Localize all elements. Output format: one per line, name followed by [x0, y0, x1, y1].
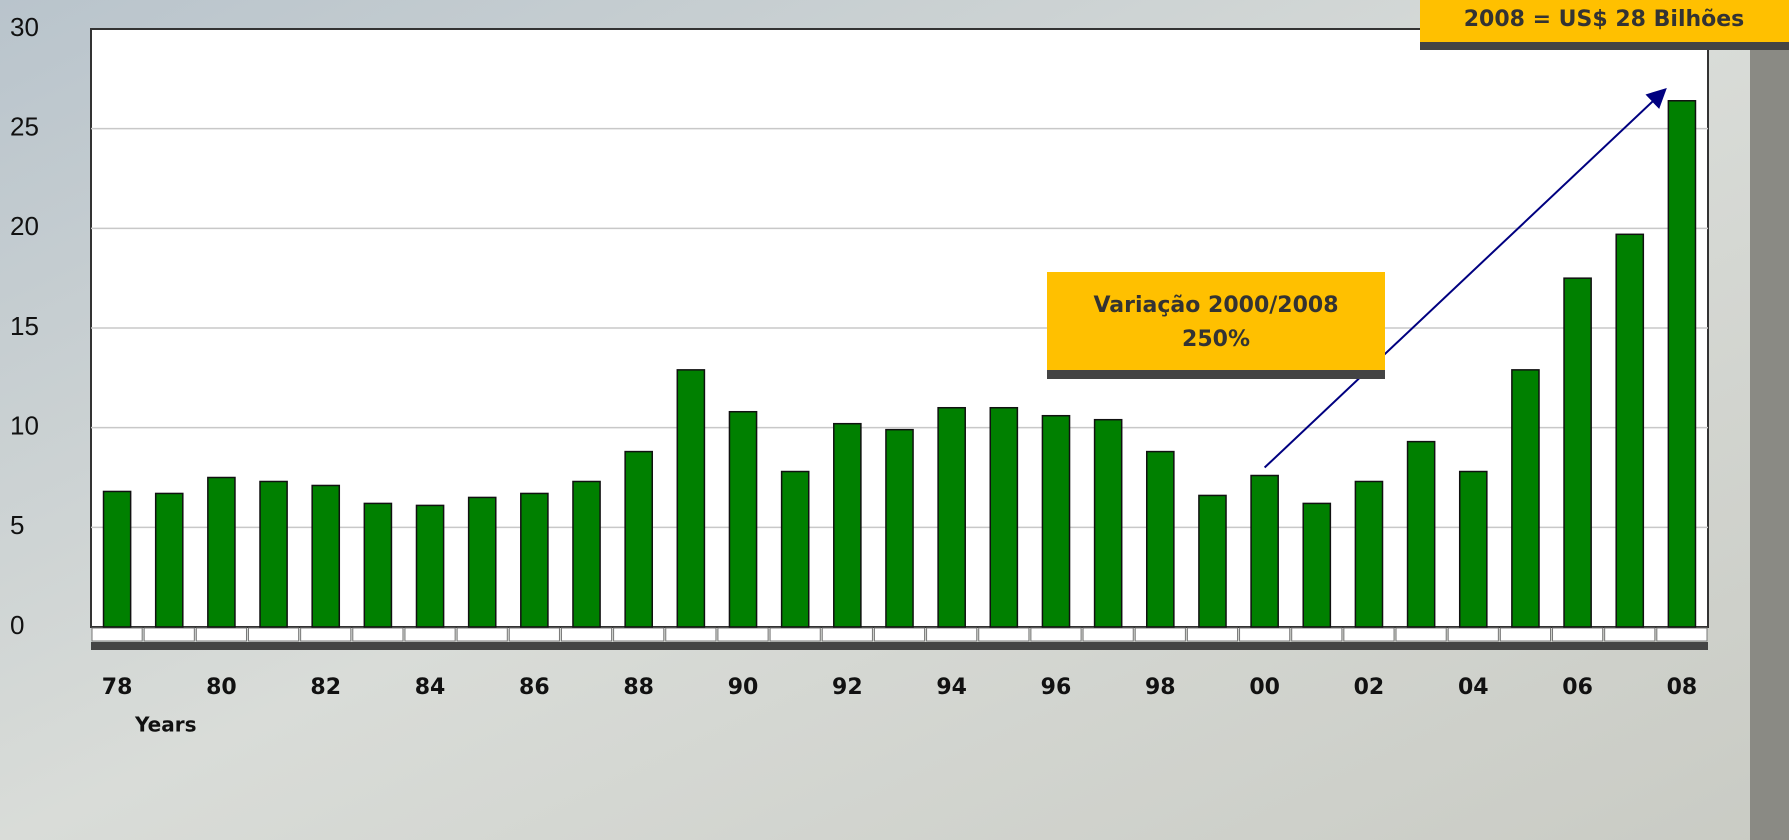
bar — [1250, 474, 1279, 628]
bar — [1041, 414, 1071, 628]
axis-cell — [1499, 627, 1552, 642]
y-tick-label: 5 — [10, 510, 24, 540]
axis-cell — [717, 627, 769, 642]
axis-cell — [91, 627, 143, 642]
arrow — [1263, 88, 1667, 469]
axis-cell — [1134, 627, 1186, 642]
x-tick-label: 88 — [623, 675, 654, 700]
axis-cell — [926, 627, 978, 642]
axis-cell — [1082, 627, 1134, 642]
axis-cell — [665, 627, 717, 642]
x-tick-label: 96 — [1041, 675, 1072, 700]
axis-cell — [143, 627, 195, 642]
bar — [1145, 450, 1175, 628]
bar — [1302, 502, 1332, 628]
axis-cell — [1395, 627, 1447, 642]
bar — [363, 502, 393, 628]
bar — [207, 476, 236, 628]
bar — [937, 406, 966, 628]
bar — [415, 504, 445, 628]
y-tick-label: 15 — [10, 311, 39, 341]
bar — [154, 492, 184, 628]
axis-cell — [456, 627, 508, 642]
x-tick-label: 06 — [1562, 675, 1593, 700]
side-strip — [1750, 40, 1789, 840]
annotation-box: 2008 = US$ 28 Bilhões — [1420, 0, 1789, 50]
bar — [676, 369, 706, 628]
annotation-box: Variação 2000/2008 250% — [1047, 272, 1385, 379]
y-tick-label: 0 — [10, 610, 24, 640]
axis-cell — [352, 627, 404, 642]
y-tick-label: 25 — [10, 112, 39, 142]
x-tick-label: 82 — [310, 675, 341, 700]
y-tick-label: 20 — [10, 211, 39, 241]
y-tick-label: 30 — [10, 12, 39, 42]
axis-cell — [1239, 627, 1291, 642]
axis-cell — [1186, 627, 1239, 642]
axis-cell — [300, 627, 352, 642]
axis-cell — [769, 627, 821, 642]
y-tick-label: 10 — [10, 411, 39, 441]
x-tick-label: 84 — [415, 675, 446, 700]
annotation: 250% — [1182, 327, 1250, 352]
axis-cell — [560, 627, 613, 642]
bar — [1458, 470, 1488, 628]
axis-cell — [247, 627, 300, 642]
axis-band — [91, 642, 1708, 650]
x-tick-label: 08 — [1667, 675, 1698, 700]
bar — [833, 422, 862, 628]
axis-cell — [1552, 627, 1604, 642]
annotation: Variação 2000/2008 — [1093, 293, 1338, 318]
x-tick-label: 78 — [102, 675, 133, 700]
bar — [624, 450, 654, 628]
bar — [780, 470, 810, 628]
x-tick-label: 90 — [728, 675, 759, 700]
bar — [1354, 480, 1384, 628]
axis-cell — [1030, 627, 1082, 642]
axis-cell — [508, 627, 560, 642]
x-tick-label: 86 — [519, 675, 550, 700]
bar — [311, 484, 341, 628]
axis-cell — [1291, 627, 1343, 642]
x-tick-label: 00 — [1249, 675, 1280, 700]
x-tick-label: 04 — [1458, 675, 1489, 700]
bar — [1511, 369, 1540, 628]
axis-cell — [978, 627, 1030, 642]
axis-cell — [1447, 627, 1499, 642]
bar — [885, 428, 914, 628]
bar — [728, 410, 758, 628]
bar — [1198, 494, 1227, 628]
axis-cell — [821, 627, 873, 642]
axis-cell — [404, 627, 456, 642]
axis-cell — [1656, 627, 1708, 642]
x-tick-label: 92 — [832, 675, 863, 700]
annotation: 2008 = US$ 28 Bilhões — [1464, 7, 1745, 32]
axis-cell — [1604, 627, 1656, 642]
bar — [1615, 233, 1645, 628]
x-tick-label: 98 — [1145, 675, 1176, 700]
bar — [1667, 100, 1697, 628]
axis-cell — [873, 627, 926, 642]
axis-cell — [1343, 627, 1395, 642]
x-axis-label: Years — [134, 713, 196, 737]
bar — [1093, 418, 1123, 628]
axis-cell — [195, 627, 247, 642]
x-tick-label: 80 — [206, 675, 237, 700]
bar — [1406, 440, 1436, 628]
bar — [572, 480, 601, 628]
bar — [520, 492, 549, 628]
bar — [1563, 277, 1592, 628]
bar — [259, 480, 288, 628]
x-tick-label: 02 — [1354, 675, 1385, 700]
axis-cell — [613, 627, 665, 642]
bar — [467, 496, 497, 628]
bar — [989, 406, 1019, 628]
x-tick-label: 94 — [936, 675, 967, 700]
bar — [102, 490, 132, 628]
